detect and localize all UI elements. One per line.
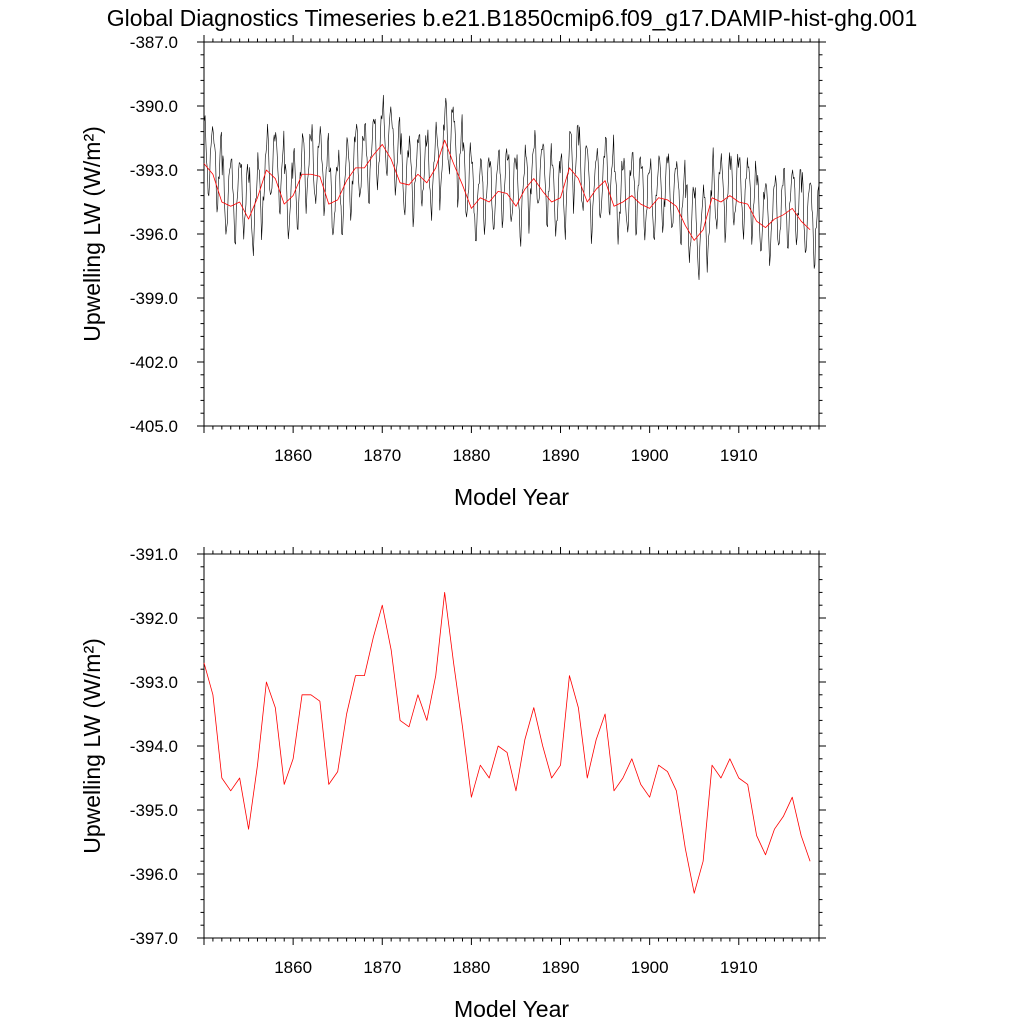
x-tick-label: 1910 bbox=[720, 958, 758, 977]
x-axis-label: Model Year bbox=[454, 996, 569, 1022]
x-tick-label: 1890 bbox=[542, 958, 580, 977]
y-tick-label: -393.0 bbox=[130, 161, 178, 180]
y-tick-label: -402.0 bbox=[130, 353, 178, 372]
x-tick-label: 1900 bbox=[631, 958, 669, 977]
y-tick-label: -393.0 bbox=[130, 673, 178, 692]
annual-mean-series-line bbox=[203, 592, 811, 894]
x-tick-label: 1860 bbox=[274, 446, 312, 465]
x-tick-label: 1900 bbox=[631, 446, 669, 465]
plot-frame bbox=[203, 553, 820, 939]
figure-title: Global Diagnostics Timeseries b.e21.B185… bbox=[107, 5, 918, 31]
x-tick-label: 1880 bbox=[452, 958, 490, 977]
y-tick-label: -399.0 bbox=[130, 289, 178, 308]
x-tick-label: 1890 bbox=[542, 446, 580, 465]
y-tick-label: -396.0 bbox=[130, 865, 178, 884]
top-panel-upwelling-lw-timeseries: 1860 1870 1880 1890 1900 1910 -387.0 -390.0 -393… bbox=[79, 33, 826, 510]
y-tick-label: -390.0 bbox=[130, 97, 178, 116]
x-tick-label: 1870 bbox=[363, 446, 401, 465]
y-tick-label: -396.0 bbox=[130, 225, 178, 244]
annual-mean-series-line bbox=[203, 139, 811, 241]
x-axis-label: Model Year bbox=[454, 484, 569, 510]
y-tick-label: -392.0 bbox=[130, 609, 178, 628]
y-tick-label: -405.0 bbox=[130, 417, 178, 436]
bottom-panel-upwelling-lw-annual-mean: 1860 1870 1880 1890 1900 1910 -391.0 -392.0 -393… bbox=[79, 545, 826, 1022]
x-tick-label: 1870 bbox=[363, 958, 401, 977]
y-tick-label: -395.0 bbox=[130, 801, 178, 820]
y-axis-label: Upwelling LW (W/m²) bbox=[79, 638, 105, 854]
monthly-series-line bbox=[204, 94, 819, 280]
y-axis-label: Upwelling LW (W/m²) bbox=[79, 126, 105, 342]
x-tick-label: 1860 bbox=[274, 958, 312, 977]
y-tick-label: -387.0 bbox=[130, 33, 178, 52]
y-tick-label: -397.0 bbox=[130, 929, 178, 948]
x-tick-label: 1880 bbox=[452, 446, 490, 465]
plot-frame bbox=[203, 41, 820, 427]
y-tick-label: -394.0 bbox=[130, 737, 178, 756]
x-tick-label: 1910 bbox=[720, 446, 758, 465]
y-tick-label: -391.0 bbox=[130, 545, 178, 564]
